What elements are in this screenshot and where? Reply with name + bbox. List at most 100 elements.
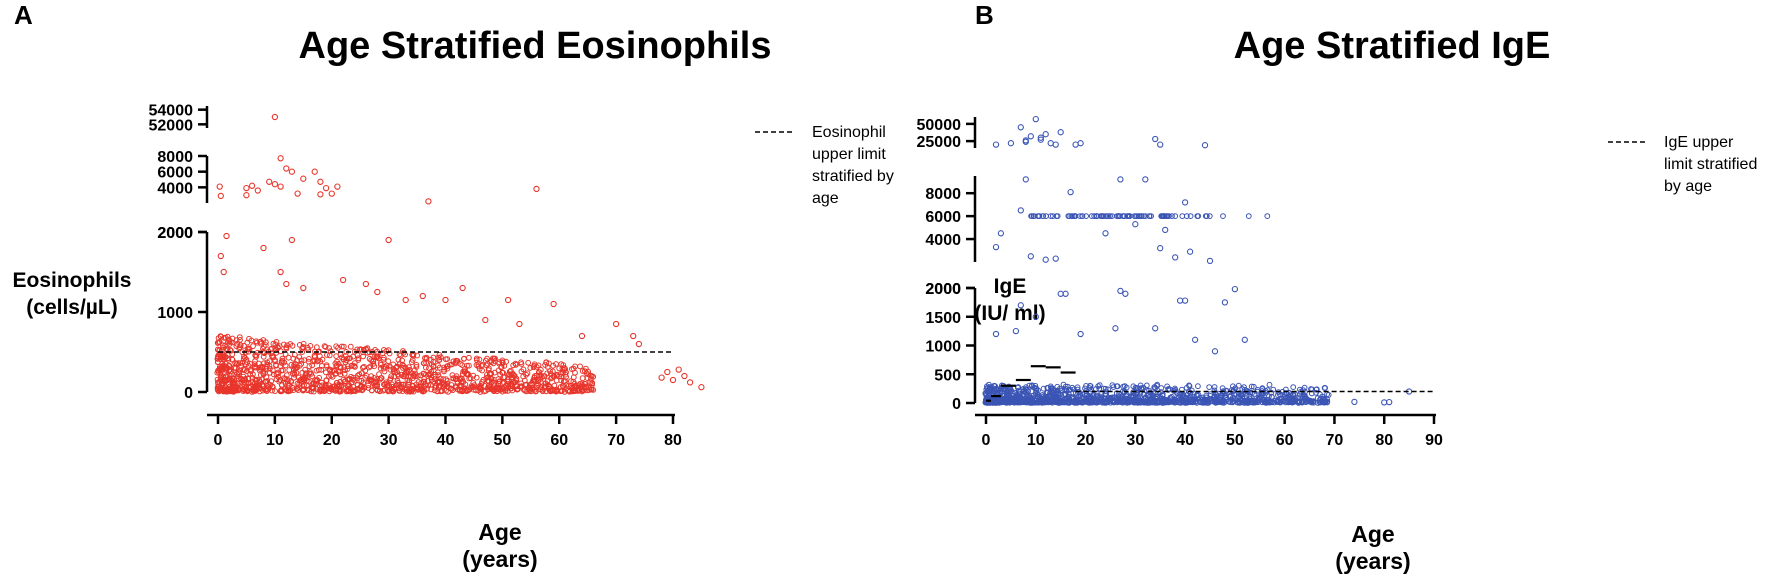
- panel-b-x-tick-label: 90: [1425, 432, 1443, 449]
- panel-b-point: [1043, 390, 1050, 396]
- panel-a-point: [491, 376, 497, 383]
- panel-a-point: [323, 369, 329, 376]
- panel-b-point: [1032, 313, 1039, 320]
- panel-a-point: [287, 387, 294, 394]
- panel-a-point: [527, 365, 534, 371]
- panel-a-point: [215, 359, 221, 365]
- panel-b-y-tick-label: 500: [934, 367, 961, 384]
- panel-b-point: [1109, 394, 1116, 401]
- panel-b-point: [1133, 389, 1140, 396]
- panel-a-point: [263, 378, 269, 385]
- panel-b-point: [1091, 213, 1098, 220]
- panel-a-point: [669, 376, 677, 384]
- panel-a-point: [397, 352, 404, 359]
- panel-b-point: [997, 230, 1005, 237]
- panel-a-point: [548, 375, 554, 382]
- panel-b-point: [1012, 327, 1020, 335]
- panel-a-point: [535, 362, 542, 369]
- panel-b-point: [1187, 213, 1194, 220]
- panel-a-point: [313, 380, 320, 387]
- panel-a-point: [583, 383, 590, 390]
- panel-b-point: [1122, 290, 1129, 297]
- panel-a-point: [322, 184, 330, 192]
- panel-b-legend-line3: by age: [1664, 178, 1712, 195]
- panel-a-ylabel-line2: (cells/µL): [26, 296, 117, 319]
- panel-a-point: [243, 192, 250, 199]
- panel-a-point: [460, 379, 467, 386]
- panel-a-point: [280, 367, 286, 374]
- panel-a-point: [260, 370, 267, 376]
- panel-b-point: [1039, 399, 1046, 406]
- panel-a-point: [366, 364, 372, 371]
- panel-b-point: [1235, 382, 1242, 389]
- panel-b-point: [1113, 390, 1120, 397]
- panel-b-y-tick-label: 1000: [925, 339, 961, 356]
- panel-a-point: [559, 365, 566, 372]
- panel-a-point: [518, 368, 525, 375]
- panel-a-point: [403, 369, 410, 376]
- panel-b-point: [1123, 391, 1130, 398]
- panel-b-point: [1246, 398, 1253, 405]
- panel-b-point: [1274, 399, 1280, 405]
- panel-a-point: [296, 362, 303, 369]
- panel-a-point: [240, 373, 247, 380]
- panel-a-point: [372, 382, 379, 389]
- panel-a-xlabel-line1: Age: [478, 519, 521, 545]
- panel-a-point: [393, 364, 399, 371]
- panel-b-point: [998, 385, 1004, 392]
- panel-a-point: [387, 375, 394, 382]
- panel-a-point: [252, 383, 259, 390]
- panel-a-point: [271, 113, 279, 121]
- panel-b-x-tick-label: 20: [1077, 432, 1095, 449]
- panel-b-y-tick-label: 6000: [925, 209, 961, 226]
- panel-b-point: [1151, 384, 1158, 390]
- panel-a-x-tick-label: 10: [266, 432, 284, 449]
- panel-a-point: [588, 376, 594, 382]
- panel-a-point: [236, 334, 243, 341]
- panel-a-point: [475, 387, 482, 394]
- panel-a-point: [411, 373, 418, 379]
- panel-a-point: [243, 184, 250, 192]
- panel-a-point: [530, 364, 537, 371]
- panel-b-point: [1045, 385, 1051, 391]
- panel-b-point: [1207, 393, 1214, 399]
- panel-b-point: [1083, 213, 1089, 220]
- panel-b-point: [1067, 188, 1074, 196]
- panel-a-point: [219, 363, 225, 370]
- panel-a-point: [304, 344, 311, 351]
- panel-a-point: [322, 382, 329, 389]
- panel-a-point: [377, 360, 384, 367]
- panel-a-point: [339, 276, 347, 284]
- panel-b-point: [1320, 399, 1327, 406]
- panel-b-point: [1022, 398, 1028, 405]
- panel-a-point: [537, 376, 544, 382]
- panel-a-x-tick-label: 40: [437, 432, 455, 449]
- panel-b-xlabel-line2: (years): [1335, 548, 1410, 574]
- panel-a-point: [435, 369, 441, 376]
- panel-b-point: [1116, 213, 1123, 220]
- panel-b-point: [1138, 399, 1145, 406]
- panel-b-point: [1306, 397, 1313, 404]
- panel-b-point: [1110, 384, 1117, 391]
- panel-a-point: [570, 378, 577, 385]
- panel-b-y-tick-label: 1500: [925, 310, 961, 327]
- panel-a-point: [273, 376, 280, 383]
- panel-a-point: [328, 190, 335, 197]
- panel-a-point: [419, 388, 425, 394]
- panel-b-point: [1195, 392, 1202, 398]
- panel-a-point: [400, 348, 406, 354]
- panel-a-point: [513, 383, 519, 389]
- panel-b-xlabel-line1: Age: [1351, 521, 1394, 547]
- panel-b-point: [1005, 391, 1012, 398]
- panel-b-point: [1231, 398, 1237, 405]
- panel-a-point: [382, 364, 389, 370]
- panel-b-point: [1239, 386, 1246, 392]
- panel-a-point: [250, 371, 256, 378]
- panel-a-point: [522, 382, 529, 389]
- panel-a-point: [248, 182, 256, 189]
- panel-a-point: [217, 333, 224, 340]
- panel-a-point: [531, 361, 538, 368]
- panel-b-point: [1069, 384, 1076, 391]
- panel-a-point: [224, 387, 230, 394]
- panel-b-point: [1132, 398, 1139, 404]
